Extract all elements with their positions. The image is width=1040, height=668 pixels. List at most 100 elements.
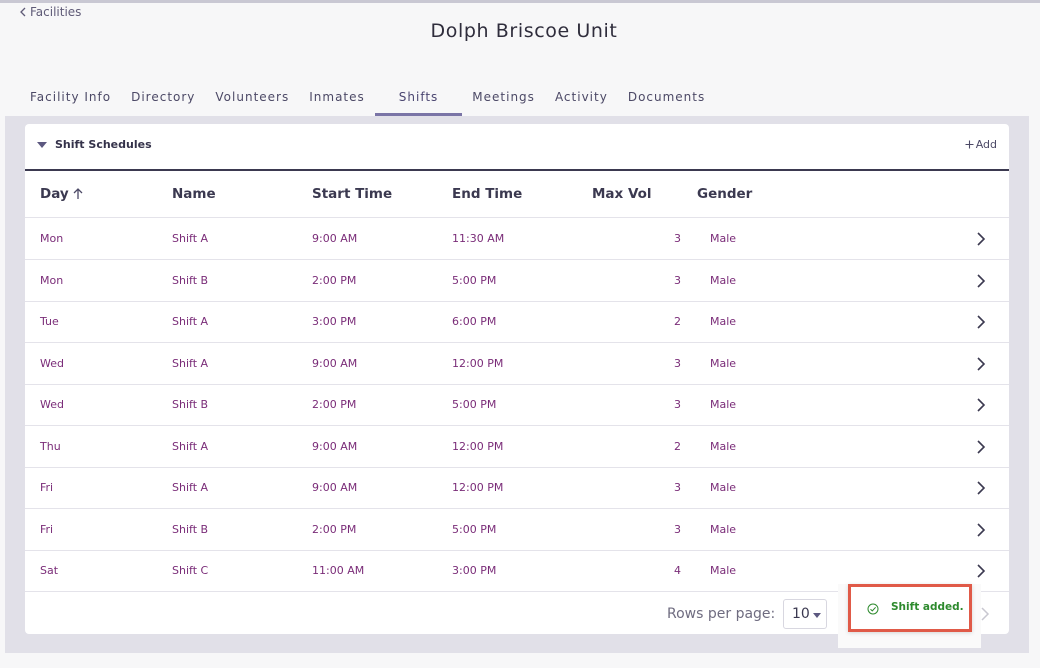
table-row[interactable]: Mon Shift B 2:00 PM 5:00 PM 3 Male	[25, 260, 1009, 302]
rows-per-page-value: 10	[792, 606, 810, 622]
cell-day: Fri	[40, 522, 54, 536]
tab-volunteers[interactable]: Volunteers	[215, 90, 290, 104]
cell-end-time: 11:30 AM	[452, 232, 505, 245]
tab-activity[interactable]: Activity	[554, 90, 608, 104]
add-shift-button[interactable]: Add	[965, 138, 997, 151]
cell-start-time: 2:00 PM	[312, 398, 357, 411]
cell-name: Shift A	[172, 481, 209, 494]
table-row[interactable]: Wed Shift B 2:00 PM 5:00 PM 3 Male	[25, 384, 1009, 426]
toast-notification: Shift added.	[848, 584, 972, 632]
table-row[interactable]: Fri Shift B 2:00 PM 5:00 PM 3 Male	[25, 509, 1009, 551]
cell-max-vol: 4	[674, 564, 681, 577]
tab-meetings[interactable]: Meetings	[472, 90, 535, 104]
cell-name: Shift A	[172, 315, 209, 328]
tab-shifts[interactable]: Shifts	[374, 86, 463, 116]
rows-per-page-label: Rows per page:	[667, 606, 776, 622]
caret-down-icon	[37, 141, 47, 148]
column-header-gender[interactable]: Gender	[697, 186, 753, 202]
next-page-button[interactable]	[980, 606, 990, 622]
cell-end-time: 12:00 PM	[452, 481, 504, 494]
cell-name: Shift A	[172, 356, 209, 370]
page-title: Dolph Briscoe Unit	[430, 20, 618, 42]
section-header: Shift Schedules Add	[25, 124, 1009, 171]
section-title: Shift Schedules	[55, 138, 152, 151]
cell-gender: Male	[710, 232, 737, 245]
chevron-right-icon[interactable]	[975, 522, 987, 538]
cell-max-vol: 3	[674, 232, 681, 245]
table-row[interactable]: Fri Shift A 9:00 AM 12:00 PM 3 Male	[25, 467, 1009, 509]
cell-gender: Male	[710, 315, 737, 328]
column-header-max-vol[interactable]: Max Vol	[592, 186, 652, 202]
section-toggle[interactable]: Shift Schedules	[37, 138, 152, 151]
chevron-right-icon[interactable]	[975, 314, 987, 330]
chevron-right-icon[interactable]	[975, 231, 987, 247]
shift-schedules-card: Shift Schedules Add Day Name Start Time …	[25, 124, 1009, 634]
cell-end-time: 6:00 PM	[452, 315, 497, 328]
cell-day: Wed	[40, 356, 64, 370]
breadcrumb-label: Facilities	[30, 5, 82, 19]
chevron-right-icon[interactable]	[975, 563, 987, 579]
cell-gender: Male	[710, 398, 737, 411]
cell-start-time: 2:00 PM	[312, 522, 357, 536]
table-row[interactable]: Thu Shift A 9:00 AM 12:00 PM 2 Male	[25, 426, 1009, 468]
breadcrumb-back-link[interactable]: Facilities	[20, 5, 81, 19]
table-row[interactable]: Tue Shift A 3:00 PM 6:00 PM 2 Male	[25, 301, 1009, 343]
top-border	[0, 0, 1040, 3]
cell-day: Fri	[40, 481, 54, 494]
cell-name: Shift A	[172, 232, 209, 245]
caret-down-icon	[813, 613, 821, 618]
cell-max-vol: 3	[674, 522, 681, 536]
table-row[interactable]: Sat Shift C 11:00 AM 3:00 PM 4 Male	[25, 550, 1009, 592]
check-circle-icon	[867, 603, 879, 615]
cell-start-time: 9:00 AM	[312, 356, 358, 370]
cell-end-time: 12:00 PM	[452, 356, 504, 370]
tab-directory[interactable]: Directory	[131, 90, 196, 104]
column-header-label: Day	[40, 186, 69, 202]
chevron-right-icon[interactable]	[975, 480, 987, 496]
toast-message: Shift added.	[891, 601, 964, 613]
table-row[interactable]: Wed Shift A 9:00 AM 12:00 PM 3 Male	[25, 343, 1009, 385]
cell-start-time: 2:00 PM	[312, 273, 357, 287]
chevron-right-icon[interactable]	[975, 273, 987, 289]
cell-start-time: 9:00 AM	[312, 232, 358, 245]
tab-facility-info[interactable]: Facility Info	[30, 90, 112, 104]
cell-max-vol: 2	[674, 439, 681, 453]
cell-day: Thu	[40, 439, 61, 453]
chevron-right-icon[interactable]	[975, 397, 987, 413]
cell-end-time: 5:00 PM	[452, 273, 497, 287]
cell-max-vol: 3	[674, 398, 681, 411]
column-header-day[interactable]: Day	[40, 186, 83, 202]
cell-end-time: 3:00 PM	[452, 564, 497, 577]
cell-day: Mon	[40, 232, 64, 245]
cell-start-time: 11:00 AM	[312, 564, 365, 577]
column-header-start-time[interactable]: Start Time	[312, 186, 393, 202]
chevron-right-icon[interactable]	[975, 356, 987, 372]
cell-gender: Male	[710, 564, 737, 577]
cell-gender: Male	[710, 439, 737, 453]
cell-max-vol: 3	[674, 273, 681, 287]
cell-day: Tue	[40, 315, 59, 328]
table-header: Day Name Start Time End Time Max Vol Gen…	[25, 171, 1009, 218]
cell-name: Shift C	[172, 564, 209, 577]
cell-day: Mon	[40, 273, 64, 287]
tab-documents[interactable]: Documents	[627, 90, 706, 104]
cell-start-time: 9:00 AM	[312, 481, 358, 494]
cell-max-vol: 3	[674, 356, 681, 370]
tab-inmates[interactable]: Inmates	[309, 90, 365, 104]
cell-max-vol: 3	[674, 481, 681, 494]
table-row[interactable]: Mon Shift A 9:00 AM 11:30 AM 3 Male	[25, 218, 1009, 260]
column-header-end-time[interactable]: End Time	[452, 186, 523, 202]
cell-start-time: 9:00 AM	[312, 439, 358, 453]
tab-bar: Facility Info Directory Volunteers Inmat…	[20, 86, 715, 116]
cell-end-time: 5:00 PM	[452, 398, 497, 411]
cell-start-time: 3:00 PM	[312, 315, 357, 328]
column-header-name[interactable]: Name	[172, 186, 216, 202]
cell-end-time: 5:00 PM	[452, 522, 497, 536]
cell-name: Shift B	[172, 522, 209, 536]
chevron-right-icon[interactable]	[975, 439, 987, 455]
cell-max-vol: 2	[674, 315, 681, 328]
rows-per-page-select[interactable]: 10	[783, 599, 827, 629]
cell-name: Shift B	[172, 398, 209, 411]
cell-day: Sat	[40, 564, 59, 577]
cell-day: Wed	[40, 398, 64, 411]
